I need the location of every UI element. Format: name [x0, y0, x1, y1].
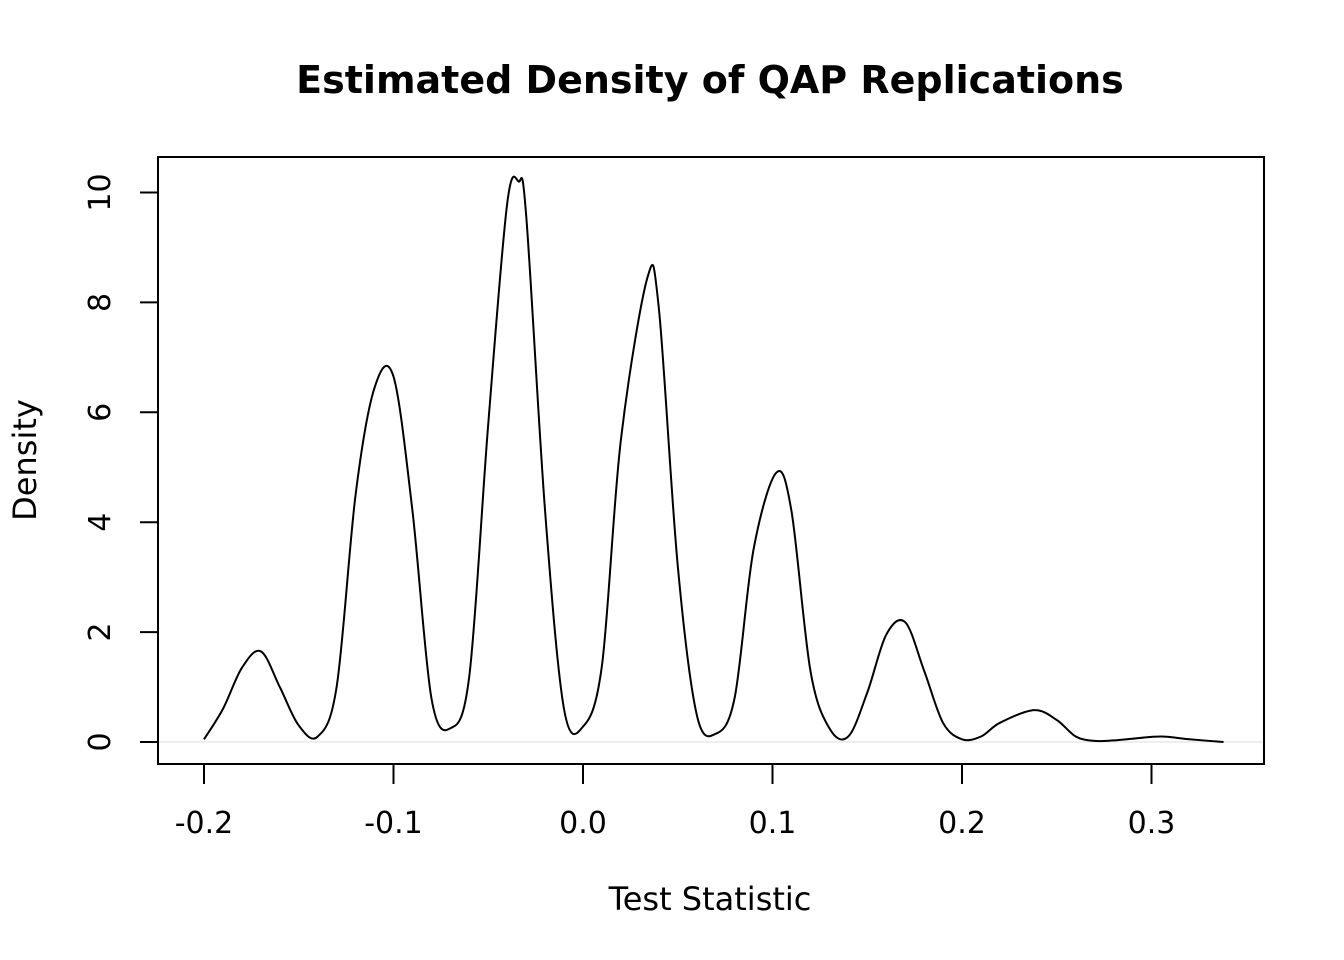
y-tick-label: 6 [83, 403, 118, 422]
y-axis-label: Density [6, 399, 44, 521]
x-axis-label: Test Statistic [608, 880, 812, 918]
x-tick-label: -0.1 [364, 806, 423, 841]
chart-title: Estimated Density of QAP Replications [296, 58, 1124, 102]
y-tick-label: 2 [83, 623, 118, 642]
x-axis: -0.2 -0.1 0.0 0.1 0.2 0.3 [175, 763, 1176, 841]
y-tick-label: 8 [83, 293, 118, 312]
x-tick-label: 0.3 [1128, 806, 1176, 841]
x-tick-label: 0.2 [938, 806, 986, 841]
y-axis: 0 2 4 6 8 10 [83, 173, 159, 752]
x-tick-label: 0.0 [559, 806, 607, 841]
y-tick-label: 0 [83, 732, 118, 751]
x-tick-label: -0.2 [175, 806, 234, 841]
plot-frame [157, 156, 1265, 765]
density-curve [203, 175, 1224, 743]
y-tick-label: 10 [83, 173, 118, 211]
x-tick-label: 0.1 [749, 806, 797, 841]
y-tick-label: 4 [83, 513, 118, 532]
